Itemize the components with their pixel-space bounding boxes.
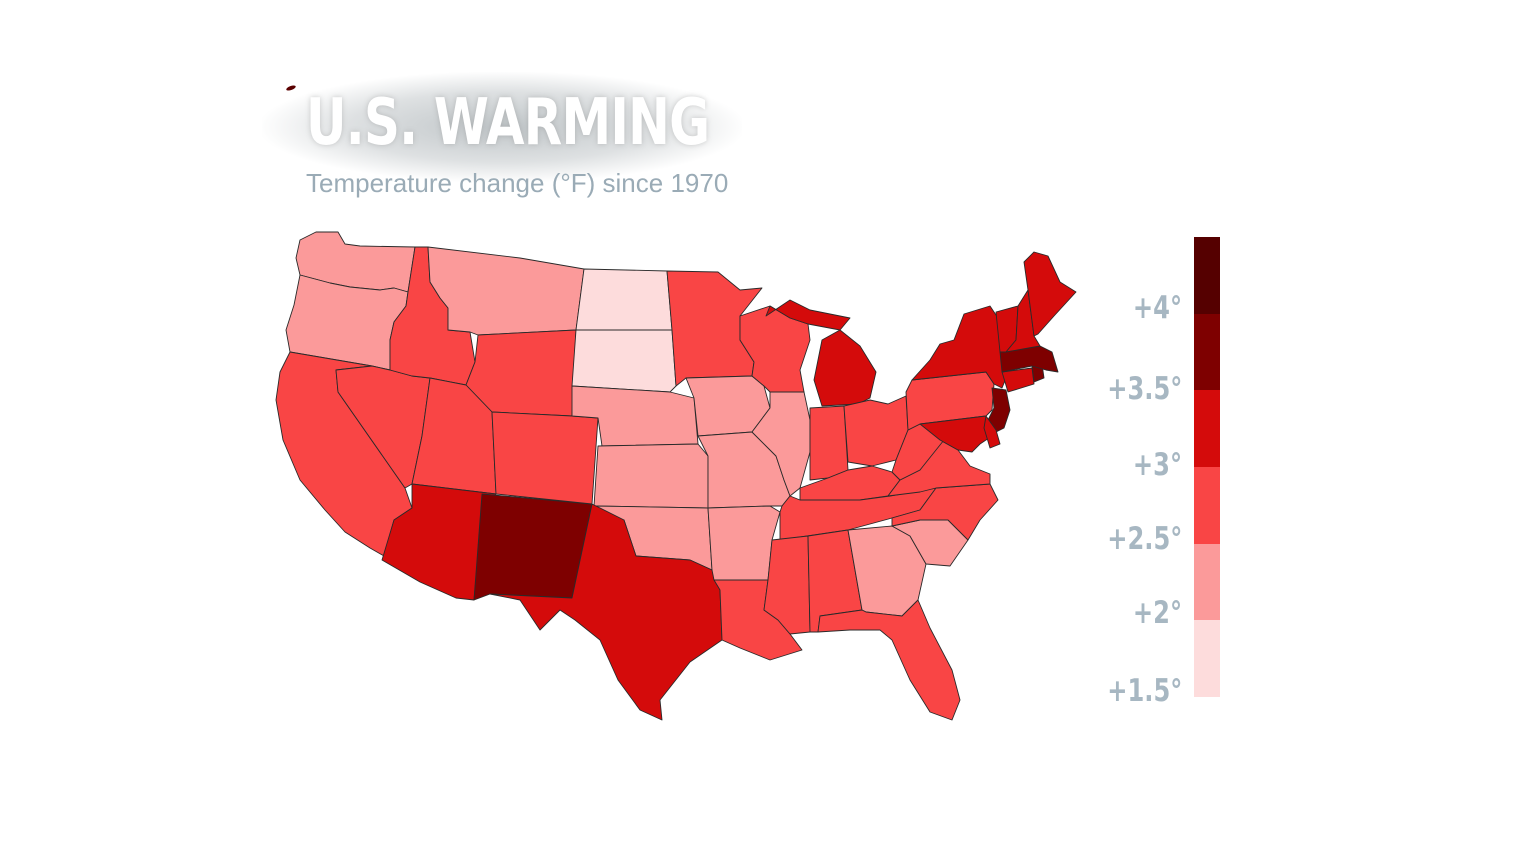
legend-swatch <box>1194 467 1220 545</box>
legend-color-bar <box>1194 237 1220 698</box>
legend-label-3: +3° <box>1132 447 1182 483</box>
state-ct[interactable] <box>1001 367 1035 393</box>
legend-swatch <box>1194 313 1220 391</box>
state-me[interactable] <box>1023 251 1077 337</box>
legend-swatch <box>1194 620 1220 698</box>
legend-label-2-5: +2.5° <box>1106 521 1182 557</box>
state-nm[interactable] <box>473 493 593 601</box>
map-subtitle: Temperature change (°F) since 1970 <box>306 168 729 198</box>
legend-swatch <box>1194 543 1220 621</box>
state-nc[interactable] <box>891 483 999 541</box>
title-shadow <box>262 72 742 182</box>
legend-swatch <box>1194 390 1220 468</box>
title-block: U.S. WARMING <box>262 72 742 182</box>
legend-swatch <box>1194 237 1220 315</box>
legend-label-2: +2° <box>1132 595 1182 631</box>
legend-label-1-5: +1.5° <box>1106 673 1182 709</box>
state-in[interactable] <box>809 405 849 481</box>
state-mi-lower[interactable] <box>813 329 877 407</box>
legend-label-4: +4° <box>1132 290 1182 326</box>
state-mt[interactable] <box>427 246 585 336</box>
state-de[interactable] <box>983 415 1001 449</box>
state-nj[interactable] <box>987 387 1011 433</box>
state-fl[interactable] <box>817 599 961 721</box>
map-title: U.S. WARMING <box>306 86 710 160</box>
us-choropleth-map <box>275 231 1077 721</box>
state-tx[interactable] <box>489 503 723 721</box>
state-nd[interactable] <box>575 268 673 331</box>
state-ma[interactable] <box>999 345 1059 373</box>
legend-label-3-5: +3.5° <box>1106 371 1182 407</box>
state-co[interactable] <box>491 411 599 505</box>
state-sd[interactable] <box>571 329 677 393</box>
state-ks[interactable] <box>593 443 709 509</box>
